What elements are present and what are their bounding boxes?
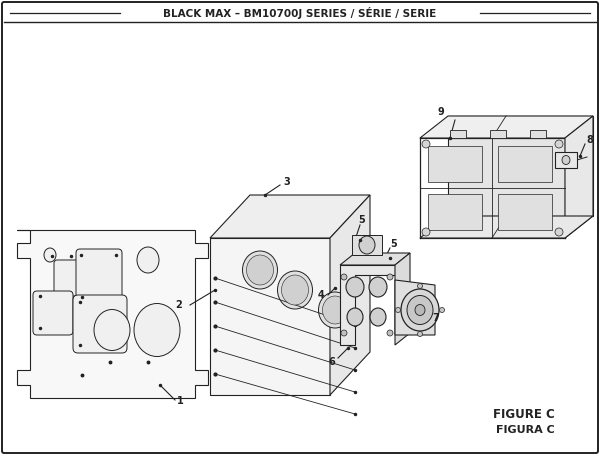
Polygon shape	[420, 116, 593, 138]
Ellipse shape	[555, 228, 563, 236]
Ellipse shape	[281, 275, 308, 305]
Ellipse shape	[341, 274, 347, 280]
Ellipse shape	[387, 274, 393, 280]
Text: 6: 6	[328, 357, 335, 367]
Text: 7: 7	[432, 313, 439, 323]
Polygon shape	[330, 195, 370, 395]
Polygon shape	[395, 253, 410, 345]
Ellipse shape	[555, 140, 563, 148]
Polygon shape	[210, 195, 370, 238]
Polygon shape	[340, 253, 410, 265]
Bar	[530, 130, 546, 138]
Text: 1: 1	[177, 396, 184, 406]
Polygon shape	[340, 265, 395, 345]
Ellipse shape	[134, 303, 180, 357]
Ellipse shape	[415, 304, 425, 315]
Ellipse shape	[277, 271, 313, 309]
Bar	[428, 146, 482, 182]
Polygon shape	[395, 280, 435, 335]
FancyBboxPatch shape	[54, 260, 88, 296]
Ellipse shape	[407, 295, 433, 324]
Text: 2: 2	[175, 300, 182, 310]
Bar	[555, 152, 577, 168]
Ellipse shape	[347, 308, 363, 326]
Text: FIGURE C: FIGURE C	[493, 409, 555, 421]
Ellipse shape	[401, 289, 439, 331]
Text: BLACK MAX – BM10700J SERIES / SÉRIE / SERIE: BLACK MAX – BM10700J SERIES / SÉRIE / SE…	[163, 7, 437, 19]
Ellipse shape	[395, 308, 401, 313]
Ellipse shape	[387, 330, 393, 336]
Ellipse shape	[422, 140, 430, 148]
Polygon shape	[420, 216, 593, 238]
Text: 3: 3	[283, 177, 290, 187]
Ellipse shape	[369, 277, 387, 297]
Text: 8: 8	[586, 135, 593, 145]
Text: 9: 9	[438, 107, 445, 117]
Ellipse shape	[359, 236, 375, 254]
Ellipse shape	[562, 156, 570, 165]
Ellipse shape	[346, 277, 364, 297]
Polygon shape	[565, 116, 593, 238]
Ellipse shape	[323, 296, 347, 324]
Bar	[450, 130, 466, 138]
Ellipse shape	[418, 283, 422, 288]
Polygon shape	[448, 116, 593, 216]
Ellipse shape	[319, 292, 352, 328]
Ellipse shape	[418, 332, 422, 337]
Ellipse shape	[137, 247, 159, 273]
Text: FIGURA C: FIGURA C	[496, 425, 555, 435]
Bar	[428, 194, 482, 230]
Ellipse shape	[247, 255, 274, 285]
Ellipse shape	[370, 308, 386, 326]
FancyBboxPatch shape	[76, 249, 122, 299]
Polygon shape	[17, 230, 208, 398]
Ellipse shape	[439, 308, 445, 313]
Ellipse shape	[242, 251, 277, 289]
Ellipse shape	[94, 309, 130, 350]
Bar	[498, 146, 552, 182]
Ellipse shape	[341, 330, 347, 336]
Bar	[352, 235, 382, 255]
FancyBboxPatch shape	[73, 295, 127, 353]
Bar	[490, 130, 506, 138]
Ellipse shape	[44, 248, 56, 262]
Bar	[498, 194, 552, 230]
Text: 5: 5	[390, 239, 397, 249]
Polygon shape	[210, 238, 330, 395]
Text: 4: 4	[318, 290, 325, 300]
Text: 5: 5	[358, 215, 365, 225]
FancyBboxPatch shape	[33, 291, 73, 335]
Ellipse shape	[422, 228, 430, 236]
